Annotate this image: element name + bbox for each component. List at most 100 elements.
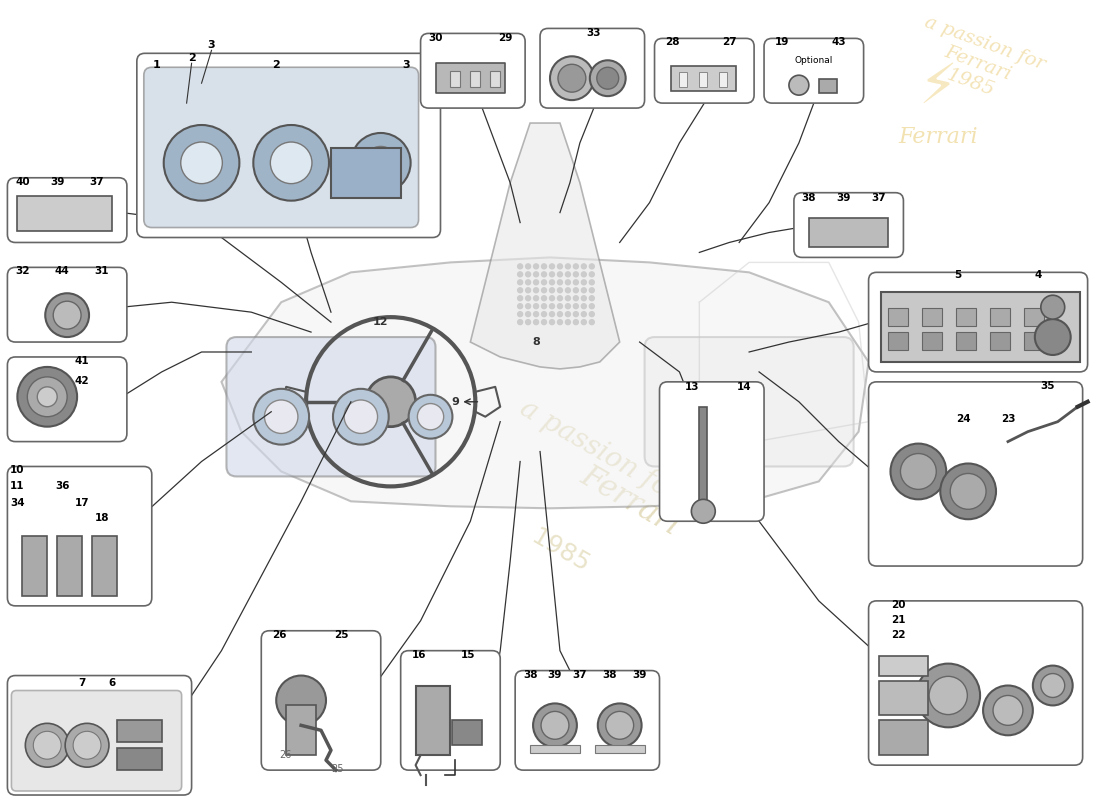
Circle shape <box>534 296 539 301</box>
Circle shape <box>366 377 416 426</box>
Bar <box>18 196 112 230</box>
Circle shape <box>565 312 571 317</box>
Text: 9: 9 <box>451 397 460 406</box>
Circle shape <box>526 320 530 325</box>
Text: 10: 10 <box>10 466 24 475</box>
Circle shape <box>550 280 554 285</box>
Text: 15: 15 <box>461 650 475 660</box>
Text: 1: 1 <box>153 60 161 70</box>
FancyBboxPatch shape <box>400 650 500 770</box>
Bar <box>117 748 162 770</box>
Bar <box>57 536 82 596</box>
Polygon shape <box>221 258 869 508</box>
Text: 26: 26 <box>272 630 286 640</box>
Bar <box>286 706 316 755</box>
Circle shape <box>573 264 579 269</box>
Circle shape <box>582 296 586 301</box>
Text: 40: 40 <box>15 177 30 186</box>
Circle shape <box>558 320 562 325</box>
Circle shape <box>565 304 571 309</box>
Circle shape <box>541 272 547 277</box>
Circle shape <box>541 312 547 317</box>
Bar <box>990 308 1010 326</box>
Circle shape <box>558 288 562 293</box>
Bar <box>471 71 481 87</box>
Circle shape <box>534 312 539 317</box>
Bar <box>1024 308 1044 326</box>
Circle shape <box>550 272 554 277</box>
Circle shape <box>565 280 571 285</box>
Circle shape <box>37 387 57 406</box>
Text: 33: 33 <box>586 28 601 38</box>
Circle shape <box>940 463 996 519</box>
Circle shape <box>518 272 522 277</box>
Circle shape <box>558 264 562 269</box>
FancyBboxPatch shape <box>794 193 903 258</box>
Text: 31: 31 <box>95 266 109 276</box>
Circle shape <box>1035 319 1070 355</box>
Text: 3: 3 <box>208 40 216 50</box>
Circle shape <box>565 296 571 301</box>
Bar <box>92 536 117 596</box>
Circle shape <box>518 304 522 309</box>
Text: 12: 12 <box>373 317 388 327</box>
Bar <box>22 536 47 596</box>
Text: 39: 39 <box>836 193 851 202</box>
Text: 34: 34 <box>10 498 24 508</box>
Circle shape <box>28 377 67 417</box>
Text: 30: 30 <box>428 34 443 43</box>
FancyBboxPatch shape <box>645 337 854 466</box>
Circle shape <box>950 474 986 510</box>
FancyBboxPatch shape <box>11 690 182 791</box>
Circle shape <box>276 675 326 726</box>
Circle shape <box>916 664 980 727</box>
FancyBboxPatch shape <box>8 357 126 442</box>
Text: 3: 3 <box>402 60 409 70</box>
Text: 36: 36 <box>55 482 69 491</box>
Bar <box>880 292 1079 362</box>
FancyBboxPatch shape <box>420 34 525 108</box>
Circle shape <box>582 272 586 277</box>
Circle shape <box>573 296 579 301</box>
Circle shape <box>534 304 539 309</box>
Circle shape <box>33 731 62 759</box>
Circle shape <box>582 320 586 325</box>
Bar <box>879 656 928 675</box>
Bar <box>922 308 943 326</box>
FancyBboxPatch shape <box>654 38 755 103</box>
FancyBboxPatch shape <box>8 178 126 242</box>
Text: ⚡: ⚡ <box>918 61 958 115</box>
Circle shape <box>573 312 579 317</box>
Bar <box>922 332 943 350</box>
Circle shape <box>417 403 443 430</box>
Circle shape <box>526 304 530 309</box>
Circle shape <box>582 280 586 285</box>
FancyBboxPatch shape <box>136 54 440 238</box>
Text: 16: 16 <box>411 650 426 660</box>
Text: 18: 18 <box>95 514 109 523</box>
Circle shape <box>253 389 309 445</box>
Circle shape <box>541 304 547 309</box>
Circle shape <box>271 142 312 184</box>
Circle shape <box>550 264 554 269</box>
Circle shape <box>526 288 530 293</box>
Text: Optional: Optional <box>794 56 833 66</box>
Text: 4: 4 <box>1034 270 1042 280</box>
Circle shape <box>590 296 594 301</box>
Bar <box>671 66 736 91</box>
Text: 14: 14 <box>737 382 751 392</box>
Bar <box>416 686 450 755</box>
Circle shape <box>550 304 554 309</box>
Text: 17: 17 <box>75 498 89 508</box>
FancyBboxPatch shape <box>144 67 419 227</box>
FancyBboxPatch shape <box>869 382 1082 566</box>
Circle shape <box>582 312 586 317</box>
Circle shape <box>351 133 410 193</box>
Circle shape <box>1033 666 1072 706</box>
Text: Ferrari: Ferrari <box>574 461 684 542</box>
Bar <box>889 308 909 326</box>
Circle shape <box>550 288 554 293</box>
Bar <box>117 720 162 742</box>
Circle shape <box>550 296 554 301</box>
Circle shape <box>550 320 554 325</box>
